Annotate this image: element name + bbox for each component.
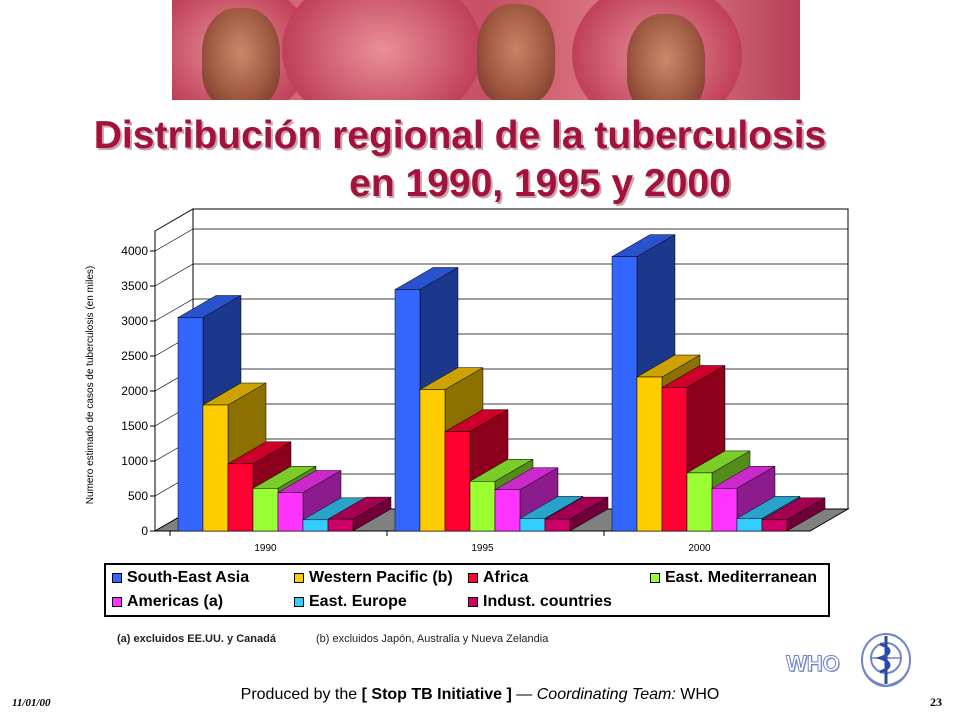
y-tick-label: 2000: [121, 384, 148, 398]
footer-prefix: Produced by the: [240, 686, 358, 703]
bar-2000-4: [711, 465, 776, 532]
footer-team-label: Coordinating Team:: [536, 686, 676, 703]
legend-label: East. Europe: [309, 593, 407, 610]
legend-item: Americas (a): [112, 593, 223, 611]
footer-initiative: [ Stop TB Initiative ]: [361, 686, 512, 703]
header-photo: [172, 0, 800, 100]
legend-item: South-East Asia: [112, 569, 249, 587]
legend-label: East. Mediterranean: [665, 569, 818, 586]
y-tick-label: 1000: [121, 454, 148, 468]
legend-item: Africa: [468, 569, 528, 587]
footer-team: WHO: [680, 686, 720, 703]
photo-scarf: [282, 0, 482, 100]
legend-item: Western Pacific (b): [294, 569, 453, 587]
gridline: [154, 263, 194, 287]
legend-item: Indust. countries: [468, 593, 612, 611]
x-axis-ticks: 1990 1995 2000: [169, 531, 711, 554]
legend-label: Indust. countries: [483, 593, 612, 610]
slide-title-line2: en 1990, 1995 y 2000: [349, 162, 731, 205]
who-emblem-icon: [861, 633, 911, 688]
y-tick-label: 3000: [121, 314, 148, 328]
who-wordmark: WHO: [786, 651, 841, 677]
gridline: [154, 298, 194, 322]
bar-1995-6: [544, 496, 609, 532]
chart-bars: [177, 234, 826, 532]
legend-label: Americas (a): [127, 593, 224, 610]
legend-swatch: [468, 573, 478, 583]
y-tick-label: 2500: [121, 349, 148, 363]
legend-item: East. Europe: [294, 593, 407, 611]
legend-item: East. Mediterranean: [650, 569, 817, 587]
legend-swatch: [112, 597, 122, 607]
slide-number: 23: [930, 695, 942, 709]
slide-title-line1: Distribución regional de la tuberculosis: [93, 114, 827, 157]
footer-credit: Produced by the [ Stop TB Initiative ] —…: [0, 686, 960, 704]
legend-label: South-East Asia: [127, 569, 250, 586]
photo-face: [477, 4, 555, 100]
gridline: [154, 228, 194, 252]
chart-legend: South-East Asia Western Pacific (b) Africa…: [104, 563, 830, 617]
slide-date: 11/01/00: [12, 697, 51, 709]
y-tick-label: 0: [141, 524, 148, 538]
bar-2000-6: [761, 497, 826, 532]
x-tick-label: 2000: [688, 543, 711, 554]
legend-swatch: [468, 597, 478, 607]
footer-dash: —: [516, 686, 533, 703]
photo-face: [202, 8, 280, 100]
legend-swatch: [294, 597, 304, 607]
y-tick-label: 1500: [121, 419, 148, 433]
note-a: (a) excluidos EE.UU. y Canadá: [117, 633, 276, 645]
legend-swatch: [112, 573, 122, 583]
y-axis-label: Numero estimado de casos de tuberculosis…: [85, 266, 96, 504]
y-tick-label: 500: [128, 489, 148, 503]
bar-1990-6: [327, 496, 392, 532]
legend-swatch: [294, 573, 304, 583]
y-tick-label: 4000: [121, 244, 148, 258]
x-tick-label: 1990: [254, 543, 277, 554]
y-axis-ticks: 0 500 1000 1500 2000 2500 3000 3500 4000: [121, 244, 156, 538]
photo-face: [627, 14, 705, 100]
x-tick-label: 1995: [471, 543, 494, 554]
legend-swatch: [650, 573, 660, 583]
y-tick-label: 3500: [121, 279, 148, 293]
legend-label: Western Pacific (b): [309, 569, 453, 586]
legend-label: Africa: [483, 569, 529, 586]
note-b: (b) excluidos Japón, Australia y Nueva Z…: [316, 633, 549, 645]
